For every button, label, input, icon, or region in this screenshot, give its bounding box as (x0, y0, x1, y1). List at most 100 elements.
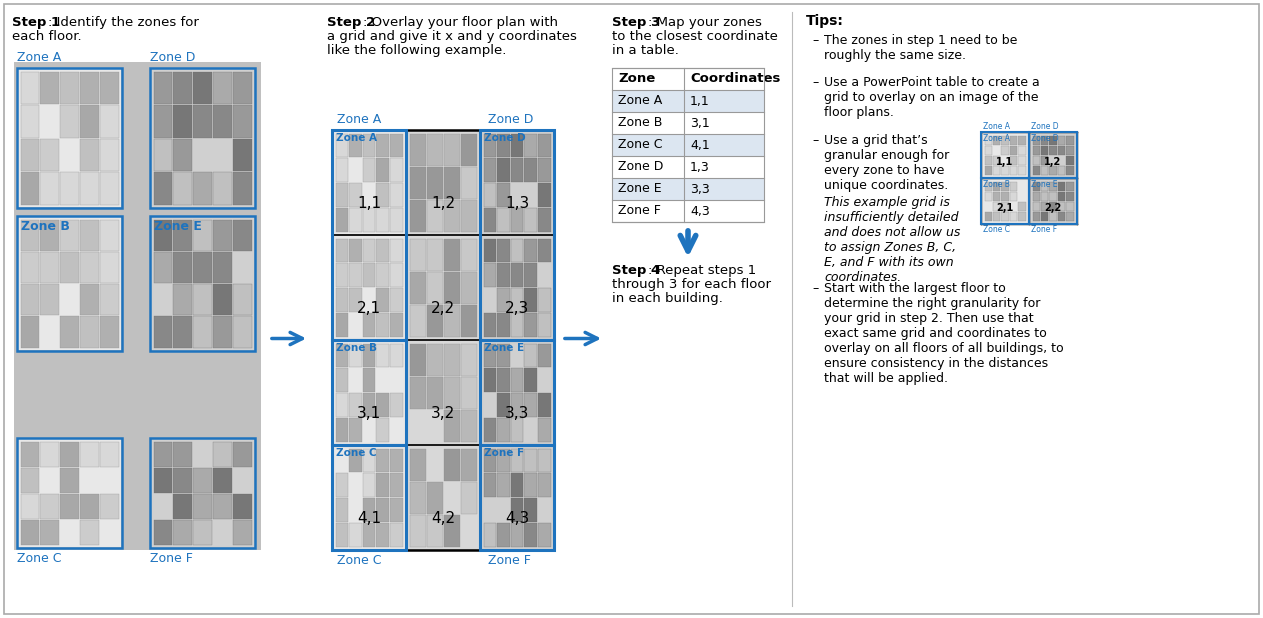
Bar (173, 467, 192, 493)
Bar (613, 200, 764, 222)
Bar (100, 105, 119, 137)
Bar (173, 520, 192, 544)
Text: 2,2: 2,2 (431, 301, 455, 316)
Bar (524, 133, 537, 157)
Bar (40, 284, 59, 315)
Text: 3,2: 3,2 (431, 406, 455, 421)
Bar (409, 271, 426, 303)
Text: 4,1: 4,1 (357, 511, 381, 526)
Bar (484, 313, 496, 336)
Text: Zone A: Zone A (336, 133, 376, 143)
Bar (332, 340, 405, 445)
Bar (1002, 192, 1009, 200)
Bar (80, 520, 99, 544)
Bar (150, 216, 255, 351)
Text: each floor.: each floor. (13, 30, 82, 43)
Bar (427, 481, 442, 514)
Bar (461, 481, 476, 514)
Bar (510, 498, 523, 522)
Bar (1018, 166, 1026, 174)
Bar (390, 473, 403, 497)
Text: 3,1: 3,1 (690, 117, 710, 130)
Bar (336, 313, 349, 336)
Bar (193, 172, 212, 205)
Bar (80, 138, 99, 171)
Bar (173, 172, 192, 205)
Bar (498, 158, 510, 182)
Text: Step 3: Step 3 (613, 16, 661, 29)
Bar (332, 130, 554, 550)
Bar (376, 183, 389, 207)
Bar (613, 134, 764, 156)
Bar (232, 138, 251, 171)
Bar (152, 217, 254, 350)
Bar (154, 520, 172, 544)
Bar (443, 133, 460, 166)
Bar (333, 236, 405, 339)
Bar (461, 271, 476, 303)
Bar (993, 182, 1000, 190)
Bar (484, 208, 496, 232)
Bar (61, 72, 78, 104)
Text: Zone A: Zone A (618, 95, 662, 108)
Bar (407, 131, 479, 234)
Bar (232, 441, 251, 467)
Bar (993, 201, 1000, 211)
Bar (20, 467, 39, 493)
Bar (538, 158, 551, 182)
Bar (213, 284, 231, 315)
Bar (193, 467, 212, 493)
Bar (443, 344, 460, 376)
Bar (1032, 135, 1039, 145)
Text: Zone E: Zone E (484, 343, 524, 353)
Bar (461, 200, 476, 232)
Bar (20, 72, 39, 104)
Bar (524, 523, 537, 546)
Bar (993, 166, 1000, 174)
Bar (427, 133, 442, 166)
Text: Zone A: Zone A (337, 113, 381, 126)
Bar (498, 449, 510, 472)
Bar (1066, 145, 1074, 154)
Bar (20, 441, 39, 467)
Bar (1002, 182, 1009, 190)
Bar (193, 284, 212, 315)
Bar (984, 135, 991, 145)
Text: Zone E: Zone E (1031, 180, 1057, 189)
Bar (100, 172, 119, 205)
Bar (984, 145, 991, 154)
Bar (18, 439, 121, 547)
Bar (409, 376, 426, 408)
Bar (984, 156, 991, 164)
Bar (213, 219, 231, 251)
Bar (213, 467, 231, 493)
Bar (376, 208, 389, 232)
Bar (173, 72, 192, 104)
Text: 1,3: 1,3 (690, 161, 710, 174)
Bar (193, 105, 212, 137)
Text: through 3 for each floor: through 3 for each floor (613, 278, 770, 291)
Text: Zone: Zone (618, 72, 655, 85)
Bar (173, 441, 192, 467)
Bar (333, 446, 405, 549)
Bar (349, 449, 361, 472)
Bar (376, 288, 389, 311)
Bar (498, 263, 510, 287)
Bar (1041, 201, 1048, 211)
Bar (376, 239, 389, 262)
Text: 2,2: 2,2 (1045, 203, 1062, 213)
Bar (993, 211, 1000, 221)
Bar (20, 172, 39, 205)
Bar (427, 271, 442, 303)
Text: 4,1: 4,1 (690, 138, 710, 151)
Text: Zone D: Zone D (1031, 134, 1058, 143)
Bar (524, 313, 537, 336)
Text: 3,3: 3,3 (690, 182, 710, 195)
Text: Zone D: Zone D (484, 133, 525, 143)
Bar (524, 498, 537, 522)
Bar (376, 133, 389, 157)
Bar (524, 473, 537, 497)
Bar (376, 449, 389, 472)
Text: Zone D: Zone D (618, 161, 663, 174)
Bar (1029, 178, 1077, 224)
